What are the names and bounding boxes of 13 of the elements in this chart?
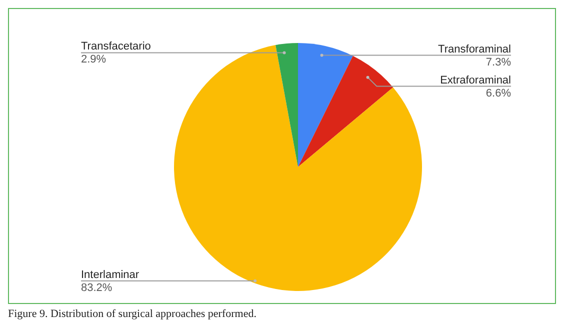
- slice-label: Transfacetario: [81, 40, 151, 53]
- data-label: 6.6%: [486, 87, 512, 100]
- pie-slice: [174, 45, 422, 291]
- pie-slice: [276, 43, 298, 167]
- data-label: 2.9%: [81, 54, 106, 66]
- data-label: 7.3%: [486, 56, 512, 68]
- slice-label: Extraforaminal: [440, 74, 511, 86]
- data-label: 83.2%: [81, 282, 112, 294]
- caption: Figure 9. Distribution of surgical approaches performed.: [8, 308, 258, 320]
- slice-label: Interlaminar: [81, 268, 140, 281]
- slice-label: Transforaminal: [438, 43, 511, 56]
- pie-slice: [298, 43, 353, 167]
- pie-slice: [298, 56, 394, 167]
